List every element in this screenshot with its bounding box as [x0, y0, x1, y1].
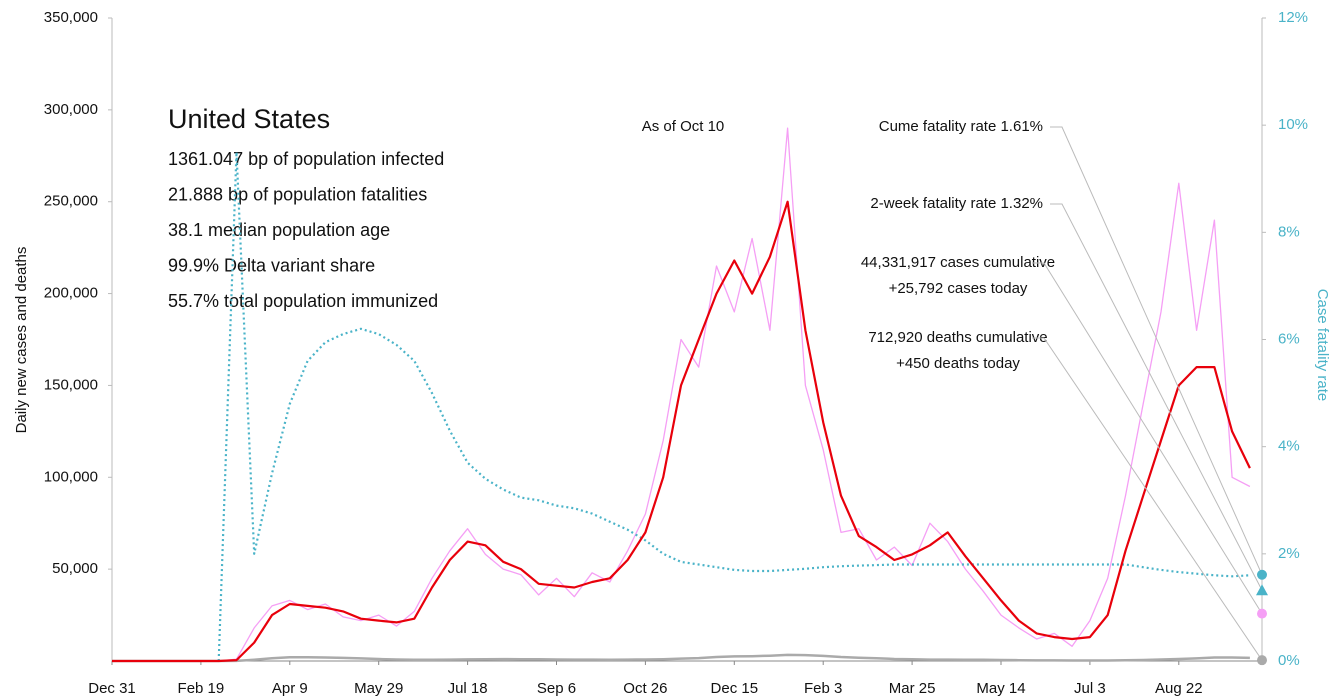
x-tick-label: Aug 22: [1155, 680, 1203, 697]
y2-tick-label: 10%: [1278, 116, 1308, 133]
info-line: 1361.047 bp of population infected: [168, 149, 444, 169]
x-tick-label: Sep 6: [537, 680, 576, 697]
end-marker: [1256, 584, 1268, 596]
x-tick-label: Feb 3: [804, 680, 842, 697]
info-line: 55.7% total population immunized: [168, 291, 438, 311]
info-line: 99.9% Delta variant share: [168, 255, 375, 275]
leader-line: [1032, 337, 1263, 661]
y-tick-label: 350,000: [44, 9, 98, 26]
annotation: +25,792 cases today: [889, 280, 1028, 297]
leader-line: [1032, 262, 1263, 614]
y2-tick-label: 6%: [1278, 330, 1300, 347]
x-tick-label: Jul 18: [448, 680, 488, 697]
y2-axis-title: Case fatality rate: [1314, 289, 1331, 402]
x-tick-label: Dec 31: [88, 680, 136, 697]
y-tick-label: 50,000: [52, 560, 98, 577]
end-marker: [1257, 655, 1267, 666]
y2-tick-label: 8%: [1278, 223, 1300, 240]
annotation: Cume fatality rate 1.61%: [879, 118, 1043, 135]
series-line: [112, 127, 1251, 662]
series-line: [112, 653, 1250, 663]
x-tick-label: Apr 9: [272, 680, 308, 697]
info-line: 38.1 median population age: [168, 220, 390, 240]
as-of: As of Oct 10: [642, 118, 725, 135]
x-tick-label: May 29: [354, 680, 403, 697]
annotation: +450 deaths today: [896, 355, 1020, 372]
y-tick-label: 200,000: [44, 285, 98, 302]
leader-line: [1050, 203, 1263, 591]
annotation: 2-week fatality rate 1.32%: [870, 195, 1043, 212]
annotation: 712,920 deaths cumulative: [868, 329, 1047, 346]
y-axis-title: Daily new cases and deaths: [13, 247, 30, 434]
end-marker: [1257, 569, 1267, 580]
x-tick-label: Oct 26: [623, 680, 667, 697]
x-tick-label: May 14: [976, 680, 1025, 697]
y-tick-label: 300,000: [44, 101, 98, 118]
annotation: 44,331,917 cases cumulative: [861, 254, 1055, 271]
y2-tick-label: 2%: [1278, 545, 1300, 562]
y-tick-label: 250,000: [44, 193, 98, 210]
x-tick-label: Mar 25: [889, 680, 936, 697]
x-tick-label: Jul 3: [1074, 680, 1106, 697]
y-tick-label: 100,000: [44, 468, 98, 485]
x-tick-label: Feb 19: [178, 680, 225, 697]
y2-tick-label: 4%: [1278, 438, 1300, 455]
y-tick-label: 150,000: [44, 376, 98, 393]
info-title: United States: [168, 104, 330, 134]
y2-tick-label: 0%: [1278, 652, 1300, 669]
info-line: 21.888 bp of population fatalities: [168, 184, 427, 204]
end-marker: [1257, 608, 1267, 619]
leader-line: [1050, 126, 1263, 575]
y2-tick-label: 12%: [1278, 9, 1308, 26]
x-tick-label: Dec 15: [711, 680, 759, 697]
series-line: [217, 150, 1250, 662]
series-line: [112, 200, 1251, 663]
